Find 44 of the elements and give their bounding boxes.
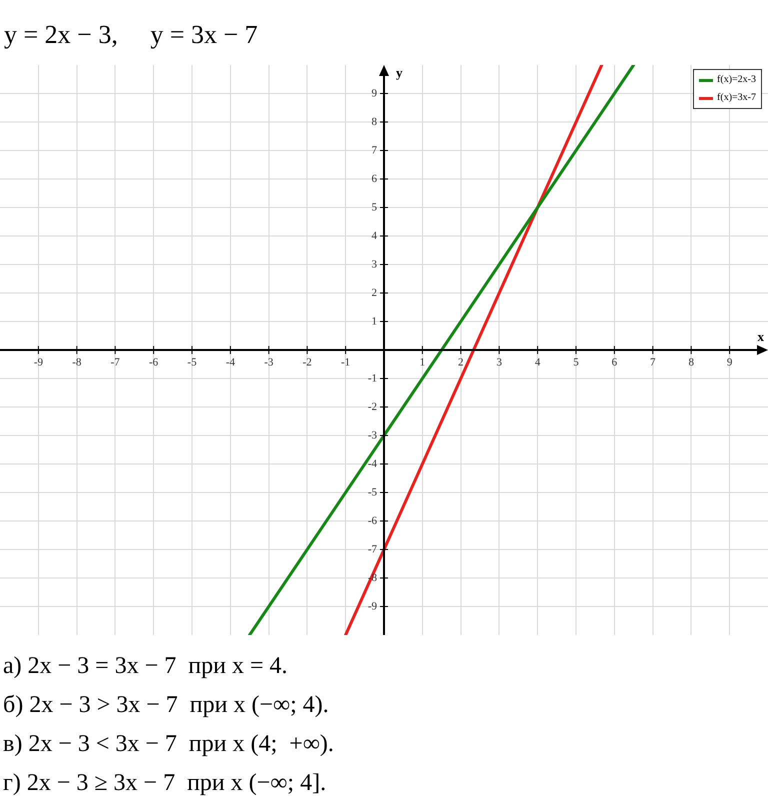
y-tick-label: -1 — [368, 372, 377, 384]
x-tick-label: -9 — [34, 356, 44, 368]
text: в) 2x − 3 < 3x − 7 при x (4; +∞). — [3, 730, 335, 759]
legend-label: f(x)=3x-7 — [717, 92, 756, 104]
y-tick-label: -4 — [368, 458, 378, 470]
text: г) 2x − 3 ≥ 3x − 7 при x (−∞; 4]. — [3, 769, 328, 798]
x-tick-label: -6 — [149, 356, 159, 368]
x-tick-label: 3 — [496, 356, 502, 368]
x-tick-label: 7 — [650, 356, 656, 368]
y-tick-label: 9 — [372, 87, 378, 100]
x-tick-label: 6 — [612, 356, 618, 368]
x-tick-label: 9 — [726, 356, 733, 368]
x-tick-label: -3 — [264, 356, 274, 368]
legend-label: f(x)=2x-3 — [717, 74, 756, 86]
y-tick-label: -5 — [368, 486, 378, 498]
x-tick-label: -1 — [341, 356, 350, 368]
y-tick-label: 5 — [372, 201, 378, 214]
x-tick-label: -4 — [226, 356, 236, 368]
y-tick-label: 4 — [372, 230, 378, 242]
x-tick-label: -7 — [110, 356, 120, 368]
x-tick-label: -2 — [302, 356, 312, 368]
x-tick-label: 8 — [688, 356, 694, 368]
y-tick-label: 7 — [372, 144, 378, 156]
x-tick-label: 5 — [573, 356, 580, 368]
y-tick-label: -6 — [368, 514, 378, 527]
x-axis-title: x — [758, 328, 764, 344]
y-tick-label: -3 — [368, 429, 378, 442]
x-tick-label: -5 — [187, 356, 198, 368]
chart-title: y = 2x − 3, y = 3x − 7 — [4, 20, 258, 49]
y-axis-title: y — [396, 64, 403, 80]
x-tick-label: 2 — [458, 356, 464, 368]
y-tick-label: -7 — [368, 543, 378, 556]
y-tick-label: 8 — [372, 116, 378, 128]
y-tick-label: 2 — [372, 286, 377, 299]
text: а) 2x − 3 = 3x − 7 при x = 4. — [3, 652, 288, 681]
y-tick-label: -2 — [368, 400, 377, 413]
text: б) 2x − 3 > 3x − 7 при x (−∞; 4). — [3, 691, 330, 720]
y-tick-label: 1 — [372, 315, 377, 328]
y-tick-label: -9 — [368, 600, 378, 612]
x-tick-label: 1 — [420, 356, 426, 368]
y-tick-label: 3 — [372, 258, 378, 270]
x-tick-label: -8 — [72, 356, 82, 368]
y-tick-label: 6 — [372, 172, 378, 185]
x-tick-label: 4 — [534, 356, 541, 368]
